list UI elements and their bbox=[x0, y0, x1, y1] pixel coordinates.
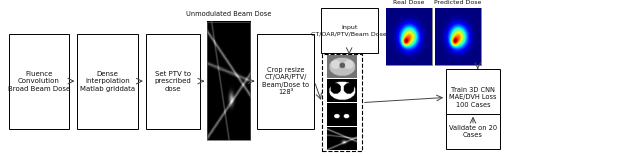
Text: Dense
interpolation
Matlab griddata: Dense interpolation Matlab griddata bbox=[80, 71, 135, 92]
Bar bbox=[257, 34, 314, 129]
Text: Validate on 20
Cases: Validate on 20 Cases bbox=[449, 125, 497, 138]
Bar bbox=[386, 8, 431, 65]
Bar bbox=[321, 8, 378, 53]
Bar bbox=[446, 69, 500, 126]
Text: Predicted Dose: Predicted Dose bbox=[435, 0, 482, 5]
Bar bbox=[77, 34, 138, 129]
Text: Set PTV to
prescribed
dose: Set PTV to prescribed dose bbox=[154, 71, 191, 92]
Bar bbox=[146, 34, 200, 129]
Text: Crop resize
CT/OAR/PTV/
Beam/Dose to
128³: Crop resize CT/OAR/PTV/ Beam/Dose to 128… bbox=[262, 67, 309, 95]
Bar bbox=[9, 34, 69, 129]
Bar bbox=[322, 54, 362, 151]
Bar bbox=[207, 22, 250, 140]
Text: Train 3D CNN
MAE/DVH Loss
100 Cases: Train 3D CNN MAE/DVH Loss 100 Cases bbox=[449, 87, 497, 108]
Text: Fluence
Convolution
Broad Beam Dose: Fluence Convolution Broad Beam Dose bbox=[8, 71, 70, 92]
Bar bbox=[435, 8, 481, 65]
Bar bbox=[446, 114, 500, 149]
Text: Input
CT/OAR/PTV/Beam Dose: Input CT/OAR/PTV/Beam Dose bbox=[311, 25, 387, 36]
Text: Unmodulated Beam Dose: Unmodulated Beam Dose bbox=[186, 11, 271, 17]
Text: Real Dose: Real Dose bbox=[393, 0, 424, 5]
